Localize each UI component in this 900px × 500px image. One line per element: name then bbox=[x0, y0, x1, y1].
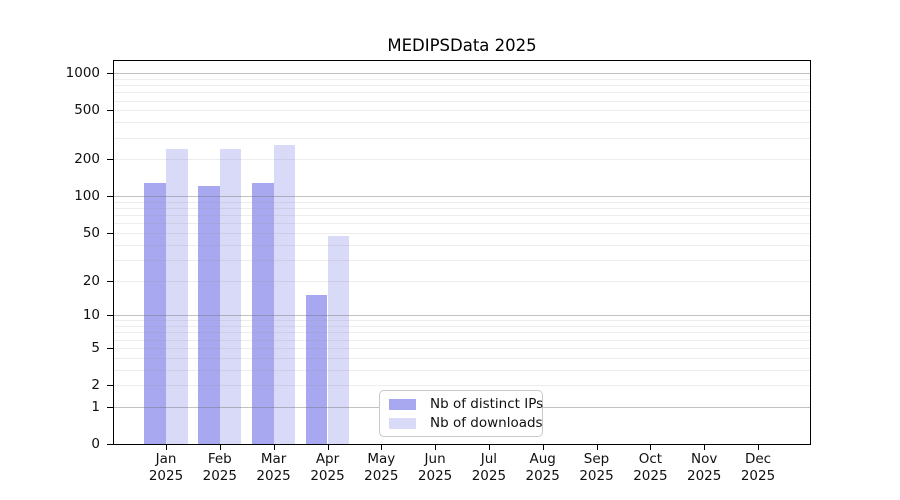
bar-feb-nb-of-distinct-ips bbox=[198, 185, 220, 444]
y-tick-label-500: 500 bbox=[74, 102, 100, 119]
x-tick-year-dec: 2025 bbox=[740, 467, 776, 484]
x-tick-mark-oct bbox=[650, 445, 652, 450]
x-tick-label-aug: Aug 2025 bbox=[511, 451, 575, 484]
x-tick-month-mar: Mar bbox=[260, 451, 287, 467]
y-tick-label-100: 100 bbox=[74, 188, 100, 205]
x-tick-year-jun: 2025 bbox=[417, 467, 453, 484]
y-tick-label-1000: 1000 bbox=[65, 65, 100, 82]
y-tick-mark-2 bbox=[107, 385, 113, 386]
legend-label-downloads: Nb of downloads bbox=[430, 415, 543, 431]
legend: Nb of distinct IPs Nb of downloads bbox=[379, 390, 543, 437]
y-tick-mark-200 bbox=[107, 159, 113, 161]
x-tick-mark-jan bbox=[166, 445, 167, 450]
x-tick-year-sep: 2025 bbox=[579, 467, 614, 484]
x-tick-mark-jul bbox=[488, 445, 490, 450]
legend-swatch-downloads bbox=[389, 417, 416, 429]
plot-area: Nb of distinct IPs Nb of downloads bbox=[113, 60, 811, 445]
bar-apr-nb-of-downloads bbox=[327, 236, 350, 444]
x-tick-label-nov: Nov 2025 bbox=[672, 451, 736, 484]
x-tick-month-sep: Sep bbox=[583, 451, 610, 467]
y-tick-mark-20 bbox=[107, 280, 113, 282]
x-tick-month-oct: Oct bbox=[638, 451, 663, 467]
x-tick-mark-mar bbox=[273, 445, 275, 450]
y-tick-mark-50 bbox=[107, 233, 113, 234]
x-tick-year-nov: 2025 bbox=[687, 467, 722, 484]
x-tick-month-jun: Jun bbox=[424, 451, 446, 467]
x-tick-label-may: May 2025 bbox=[349, 451, 413, 484]
x-tick-mark-nov bbox=[704, 445, 706, 450]
bar-jan-nb-of-distinct-ips bbox=[144, 183, 166, 444]
y-tick-label-50: 50 bbox=[82, 225, 100, 241]
x-axis: Jan 2025 Feb 2025 Mar 2025 Apr 2025 May 2025 Jun 20… bbox=[114, 445, 810, 497]
y-tick-label-2: 2 bbox=[91, 377, 100, 393]
x-tick-month-jul: Jul bbox=[480, 451, 498, 467]
x-tick-month-feb: Feb bbox=[207, 451, 232, 467]
x-tick-year-mar: 2025 bbox=[256, 467, 291, 484]
x-tick-month-jan: Jan bbox=[155, 451, 177, 467]
bar-jan-nb-of-downloads bbox=[166, 149, 188, 444]
x-tick-year-may: 2025 bbox=[364, 467, 399, 484]
x-tick-month-dec: Dec bbox=[744, 451, 772, 467]
x-tick-month-nov: Nov bbox=[691, 451, 718, 467]
y-tick-label-20: 20 bbox=[82, 272, 100, 289]
y-tick-label-0: 0 bbox=[91, 436, 100, 452]
x-tick-mark-sep bbox=[596, 445, 598, 450]
bars-layer bbox=[114, 61, 810, 444]
x-tick-mark-aug bbox=[542, 445, 544, 450]
x-tick-year-jul: 2025 bbox=[471, 467, 507, 484]
bar-mar-nb-of-downloads bbox=[273, 144, 296, 444]
x-tick-label-sep: Sep 2025 bbox=[565, 451, 629, 484]
x-tick-label-dec: Dec 2025 bbox=[726, 451, 790, 484]
y-tick-mark-5 bbox=[107, 347, 113, 349]
legend-item-downloads: Nb of downloads bbox=[389, 415, 543, 431]
x-tick-label-jul: Jul 2025 bbox=[457, 451, 521, 484]
x-tick-year-oct: 2025 bbox=[633, 467, 668, 484]
legend-swatch-distinct-ips bbox=[389, 398, 416, 410]
y-tick-mark-0 bbox=[107, 444, 113, 445]
x-tick-label-jan: Jan 2025 bbox=[134, 451, 198, 484]
chart-title: MEDIPSData 2025 bbox=[387, 36, 537, 55]
x-tick-mark-may bbox=[381, 445, 383, 450]
y-axis: 0 1 2 5 10 20 50 100 200 500 1000 bbox=[0, 61, 113, 452]
x-tick-label-feb: Feb 2025 bbox=[188, 451, 252, 484]
y-tick-label-200: 200 bbox=[74, 151, 100, 168]
x-tick-year-feb: 2025 bbox=[202, 467, 237, 484]
y-tick-mark-500 bbox=[107, 110, 113, 112]
x-tick-mark-apr bbox=[327, 445, 329, 450]
x-tick-label-oct: Oct 2025 bbox=[618, 451, 682, 484]
x-tick-month-may: May bbox=[367, 451, 396, 467]
x-tick-month-apr: Apr bbox=[315, 451, 340, 467]
x-tick-label-apr: Apr 2025 bbox=[296, 451, 360, 484]
x-tick-mark-jun bbox=[435, 445, 437, 450]
bar-apr-nb-of-distinct-ips bbox=[305, 295, 328, 444]
y-tick-mark-100 bbox=[107, 196, 113, 198]
legend-label-distinct-ips: Nb of distinct IPs bbox=[430, 396, 544, 412]
y-tick-mark-1000 bbox=[107, 73, 113, 75]
x-tick-label-jun: Jun 2025 bbox=[403, 451, 467, 484]
y-tick-mark-1 bbox=[107, 406, 113, 408]
y-tick-mark-10 bbox=[107, 315, 113, 317]
y-tick-label-5: 5 bbox=[91, 339, 100, 356]
y-tick-label-1: 1 bbox=[91, 398, 100, 415]
x-tick-year-jan: 2025 bbox=[148, 467, 184, 484]
x-tick-mark-feb bbox=[219, 445, 221, 450]
y-tick-label-10: 10 bbox=[82, 307, 100, 324]
bar-feb-nb-of-downloads bbox=[219, 149, 242, 444]
x-tick-label-mar: Mar 2025 bbox=[242, 451, 306, 484]
legend-item-distinct-ips: Nb of distinct IPs bbox=[389, 396, 543, 412]
x-tick-year-aug: 2025 bbox=[525, 467, 560, 484]
x-tick-mark-dec bbox=[758, 445, 759, 450]
x-tick-month-aug: Aug bbox=[529, 451, 556, 467]
bar-mar-nb-of-distinct-ips bbox=[251, 183, 274, 444]
x-tick-year-apr: 2025 bbox=[310, 467, 345, 484]
